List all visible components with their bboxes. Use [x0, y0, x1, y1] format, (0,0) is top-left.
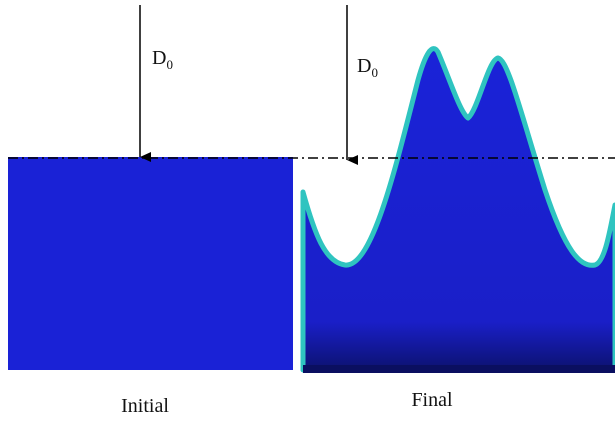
initial-block — [8, 157, 293, 370]
arrow-label: D0 — [152, 47, 173, 72]
final-shape — [300, 46, 615, 373]
label-sub: 0 — [371, 65, 378, 80]
label-main: D — [357, 55, 371, 77]
arrow-label: D0 — [357, 55, 378, 80]
label-main: D — [152, 47, 166, 69]
caption: Initial — [121, 395, 169, 417]
caption: Final — [411, 389, 453, 411]
final-base — [303, 365, 615, 373]
label-sub: 0 — [166, 57, 173, 72]
